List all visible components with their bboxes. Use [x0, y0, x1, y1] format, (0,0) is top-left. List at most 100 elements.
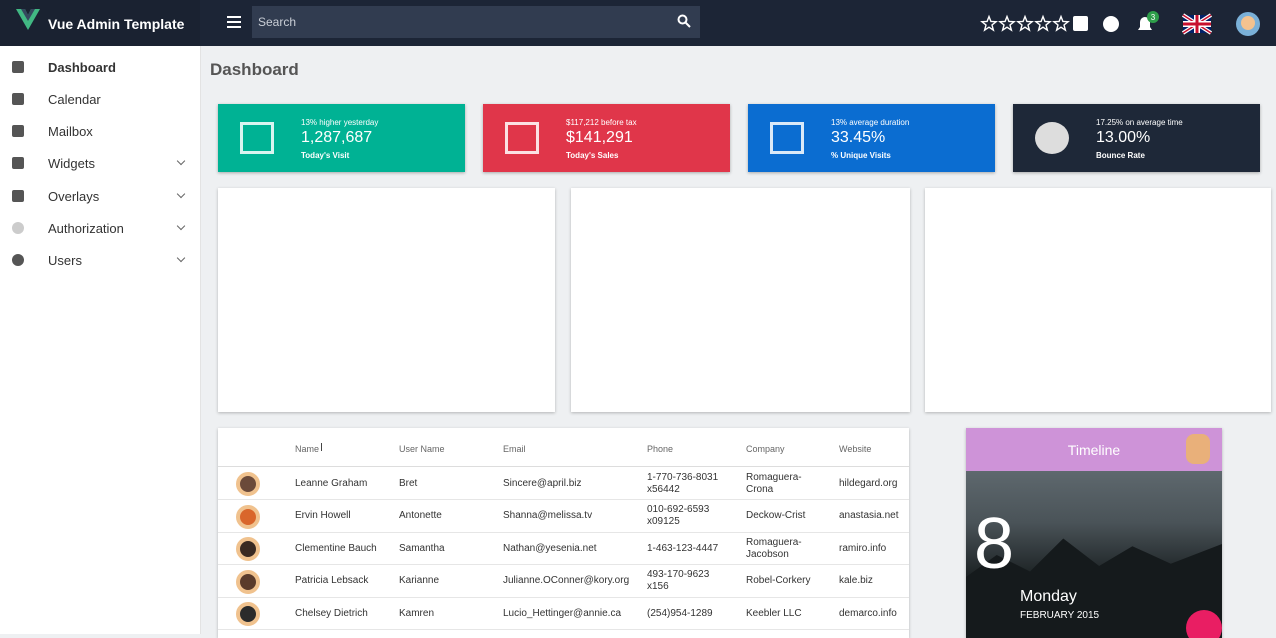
row-divider: [218, 564, 909, 565]
logo: [16, 9, 40, 30]
star-icon: [1034, 14, 1052, 32]
menu-item[interactable]: Authorization: [48, 221, 124, 236]
stat-card: 13% higher yesterday 1,287,687 Today's Vis…: [218, 104, 465, 172]
stat-card: 17.25% on average time 13.00% Bounce Rate: [1013, 104, 1260, 172]
sidebar: [0, 46, 201, 634]
line: [218, 466, 909, 467]
menu-icon: [12, 190, 24, 202]
badge: [1147, 11, 1159, 23]
table-cell: Nathan@yesenia.net: [503, 542, 597, 554]
timeline-card: Timeline 8 Monday FEBRUARY 2015: [966, 428, 1222, 638]
menu-item[interactable]: Overlays: [48, 189, 100, 204]
table-cell: Sincere@april.biz: [503, 477, 582, 489]
table-cell: Romaguera-Crona: [746, 471, 802, 495]
column-header[interactable]: Phone: [647, 444, 674, 454]
avatar: [236, 537, 260, 561]
timeline-day: 8: [974, 504, 1015, 584]
table-cell: 1-770-736-8031 x56442: [647, 471, 719, 495]
avatar: [236, 504, 260, 529]
sort-arrow: [321, 443, 322, 451]
feedback-icon[interactable]: [1073, 16, 1088, 31]
row-divider: [218, 596, 909, 598]
avatar: [236, 472, 260, 496]
search-placeholder: Search: [258, 15, 297, 29]
table-cell: Kamren: [399, 607, 435, 619]
menu-icon: [12, 254, 24, 266]
menu-icon: [12, 125, 24, 137]
table-cell: Chelsey Dietrich: [295, 607, 368, 619]
menu-item[interactable]: Calendar: [48, 92, 101, 107]
search-box[interactable]: [252, 6, 700, 38]
star-icon: [980, 14, 998, 32]
table-cell: Bret: [399, 477, 418, 489]
stat-label: Today's Visit: [301, 151, 350, 160]
table-cell: Lucio_Hettinger@annie.ca: [503, 607, 622, 619]
timeline-header: [966, 428, 1222, 471]
row-divider: [218, 629, 909, 630]
github-icon[interactable]: [1103, 16, 1119, 32]
table-cell: Keebler LLC: [746, 607, 802, 619]
column-header[interactable]: User Name: [399, 444, 445, 454]
menu-item[interactable]: Dashboard: [48, 60, 116, 75]
table-cell: Deckow-Crist: [746, 510, 806, 521]
table-card: Name User Name Email Phone Company Website Lea…: [218, 428, 909, 638]
timeline-month: FEBRUARY 2015: [1020, 610, 1100, 621]
stat-label: % Unique Visits: [831, 151, 891, 160]
column-header[interactable]: Name: [295, 444, 320, 454]
timeline-weekday: Monday: [1020, 588, 1077, 605]
table-cell: Julianne.OConner@kory.org: [503, 575, 630, 586]
table-cell: demarco.info: [839, 607, 897, 619]
column-header[interactable]: Company: [746, 444, 785, 454]
chart-card: [218, 188, 555, 412]
table-cell: Samantha: [399, 542, 445, 554]
stat-value: 13.00%: [1096, 129, 1151, 146]
table-cell: hildegard.org: [839, 477, 898, 489]
stat-value: 1,287,687: [301, 129, 373, 146]
table-cell: Ervin Howell: [295, 510, 351, 521]
brand-name[interactable]: Vue Admin Template: [48, 16, 185, 32]
chart-card: [571, 188, 910, 412]
brand-area: [0, 0, 200, 46]
timeline-avatar: [1186, 434, 1210, 464]
avatar: [236, 602, 260, 626]
menu-icon: [12, 93, 24, 105]
stat-card: 13% average duration 33.45% % Unique Visit…: [748, 104, 995, 172]
column-header[interactable]: Email: [503, 444, 526, 454]
menu-item[interactable]: Mailbox: [48, 124, 93, 139]
star-icon: [1052, 14, 1070, 32]
avatar: [236, 569, 260, 594]
stat-note: 13% higher yesterday: [301, 118, 379, 127]
table-cell: Romaguera-Jacobson: [746, 536, 802, 560]
chart-card: [925, 188, 1271, 412]
table-cell: Patricia Lebsack: [295, 575, 369, 586]
star-icon: [1016, 14, 1034, 32]
table-cell: Shanna@melissa.tv: [503, 510, 593, 521]
stat-note: 13% average duration: [831, 118, 910, 127]
menu-icon: [12, 222, 24, 234]
table-cell: Karianne: [399, 575, 440, 586]
stat-value: $141,291: [566, 129, 633, 146]
stat-icon: [240, 122, 274, 154]
table-cell: Antonette: [399, 510, 442, 521]
table-cell: 1-463-123-4447: [647, 542, 719, 554]
timeline-title: Timeline: [1067, 442, 1121, 458]
menu-toggle[interactable]: [227, 16, 241, 28]
stat-label: Today's Sales: [566, 151, 619, 160]
menu-icon: [12, 157, 24, 169]
row-divider: [218, 499, 909, 500]
table-cell: Leanne Graham: [295, 477, 368, 489]
add-button[interactable]: [1186, 610, 1222, 638]
stat-value: 33.45%: [831, 129, 886, 146]
stat-icon: [1035, 122, 1069, 154]
menu-item[interactable]: Widgets: [48, 156, 95, 171]
column-header[interactable]: Website: [839, 444, 872, 454]
search-icon[interactable]: [677, 14, 691, 28]
menu-icon: [12, 61, 24, 73]
stat-card: $117,212 before tax $141,291 Today's Sales: [483, 104, 730, 172]
table-cell: ramiro.info: [839, 542, 887, 554]
table-cell: anastasia.net: [839, 510, 899, 521]
page-title: Dashboard: [210, 60, 299, 79]
menu-item[interactable]: Users: [48, 253, 82, 268]
table-cell: kale.biz: [839, 575, 873, 586]
